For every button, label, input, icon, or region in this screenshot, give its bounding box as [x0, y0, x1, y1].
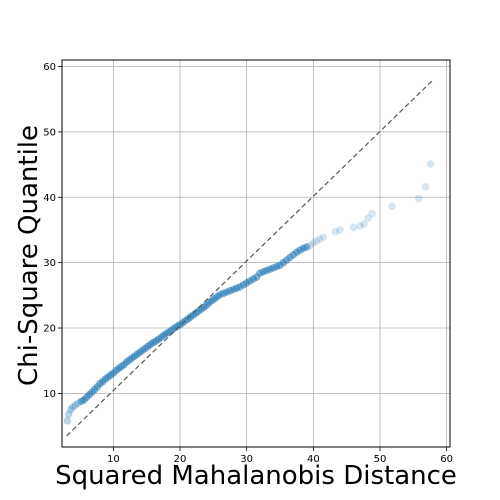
scatter-point — [331, 228, 340, 236]
scatter-point — [426, 160, 435, 168]
scatter-point — [368, 209, 376, 218]
scatter-point — [68, 403, 77, 411]
scatter-point — [63, 417, 72, 425]
x-tick-label: 10 — [107, 454, 120, 465]
scatter-point — [356, 222, 364, 230]
y-tick-label: 10 — [43, 389, 56, 400]
x-tick-label: 30 — [240, 454, 253, 465]
scatter-point — [388, 202, 396, 211]
scatter-point — [319, 233, 328, 241]
scatter-point — [316, 235, 324, 243]
scatter-points — [63, 160, 435, 425]
scatter-point — [71, 401, 80, 409]
scatter-point — [349, 223, 358, 232]
y-tick-label: 20 — [43, 324, 56, 335]
x-tick-label: 60 — [440, 454, 453, 465]
scatter-point — [306, 241, 314, 250]
scatter-point — [64, 410, 73, 419]
scatter-point — [360, 220, 368, 228]
scatter-point — [309, 239, 318, 247]
scatter-point — [414, 194, 423, 203]
scatter-point — [66, 405, 75, 414]
scatter-point — [364, 214, 372, 222]
x-tick-label: 40 — [307, 454, 320, 465]
axis-ticks: 10 20 30 40 50 60 10 20 30 40 50 60 — [43, 62, 453, 465]
x-tick-label: 20 — [174, 454, 187, 465]
scatter-point — [302, 243, 311, 251]
scatter-point — [312, 237, 321, 245]
x-axis-label: Squared Mahalanobis Distance — [55, 461, 457, 491]
y-axis-label: Chi-Square Quantile — [14, 125, 44, 386]
reference-line — [66, 80, 433, 437]
y-tick-label: 30 — [43, 258, 56, 269]
y-tick-label: 60 — [43, 62, 56, 73]
x-tick-label: 50 — [374, 454, 387, 465]
scatter-point — [336, 226, 344, 234]
grid — [62, 60, 450, 447]
plot-frame — [61, 59, 451, 448]
y-tick-label: 40 — [43, 193, 56, 204]
y-tick-label: 50 — [43, 127, 56, 138]
scatter-point — [421, 183, 430, 191]
